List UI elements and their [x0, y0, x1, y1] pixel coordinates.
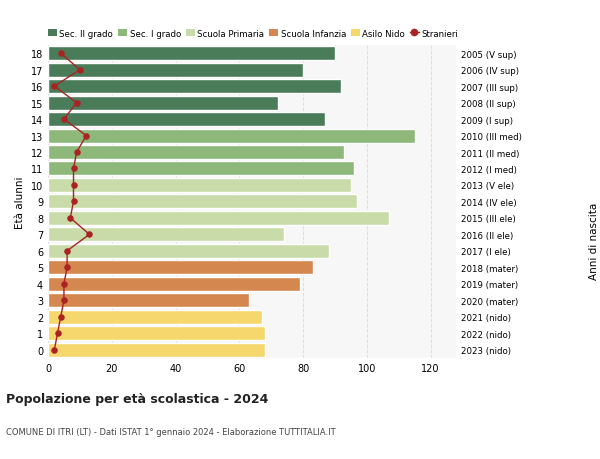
Bar — [48, 261, 313, 274]
Bar — [48, 244, 329, 258]
Bar — [48, 179, 351, 192]
Point — [82, 133, 91, 140]
Point — [50, 346, 59, 353]
Point — [69, 198, 78, 206]
Bar — [48, 47, 335, 61]
Text: Popolazione per età scolastica - 2024: Popolazione per età scolastica - 2024 — [6, 392, 268, 405]
Bar — [48, 343, 265, 357]
Bar — [48, 212, 389, 225]
Point — [59, 116, 69, 123]
Point — [53, 330, 62, 337]
Point — [50, 83, 59, 90]
Bar — [48, 146, 344, 160]
Point — [72, 149, 82, 157]
Bar — [48, 310, 262, 324]
Point — [65, 215, 75, 222]
Text: Anni di nascita: Anni di nascita — [589, 202, 599, 279]
Point — [62, 247, 72, 255]
Point — [75, 67, 85, 74]
Point — [69, 182, 78, 189]
Point — [72, 100, 82, 107]
Point — [59, 280, 69, 288]
Bar — [48, 294, 249, 308]
Bar — [48, 80, 341, 94]
Point — [59, 297, 69, 304]
Point — [56, 50, 65, 58]
Text: COMUNE DI ITRI (LT) - Dati ISTAT 1° gennaio 2024 - Elaborazione TUTTITALIA.IT: COMUNE DI ITRI (LT) - Dati ISTAT 1° genn… — [6, 427, 335, 436]
Bar — [48, 113, 325, 127]
Bar — [48, 96, 277, 110]
Bar — [48, 277, 300, 291]
Bar — [48, 228, 284, 242]
Point — [85, 231, 94, 239]
Point — [69, 165, 78, 173]
Bar — [48, 326, 265, 341]
Bar — [48, 162, 354, 176]
Point — [62, 264, 72, 271]
Bar — [48, 195, 357, 209]
Bar — [48, 63, 303, 78]
Y-axis label: Età alunni: Età alunni — [15, 176, 25, 228]
Legend: Sec. II grado, Sec. I grado, Scuola Primaria, Scuola Infanzia, Asilo Nido, Stran: Sec. II grado, Sec. I grado, Scuola Prim… — [48, 29, 458, 39]
Bar — [48, 129, 415, 143]
Point — [56, 313, 65, 321]
